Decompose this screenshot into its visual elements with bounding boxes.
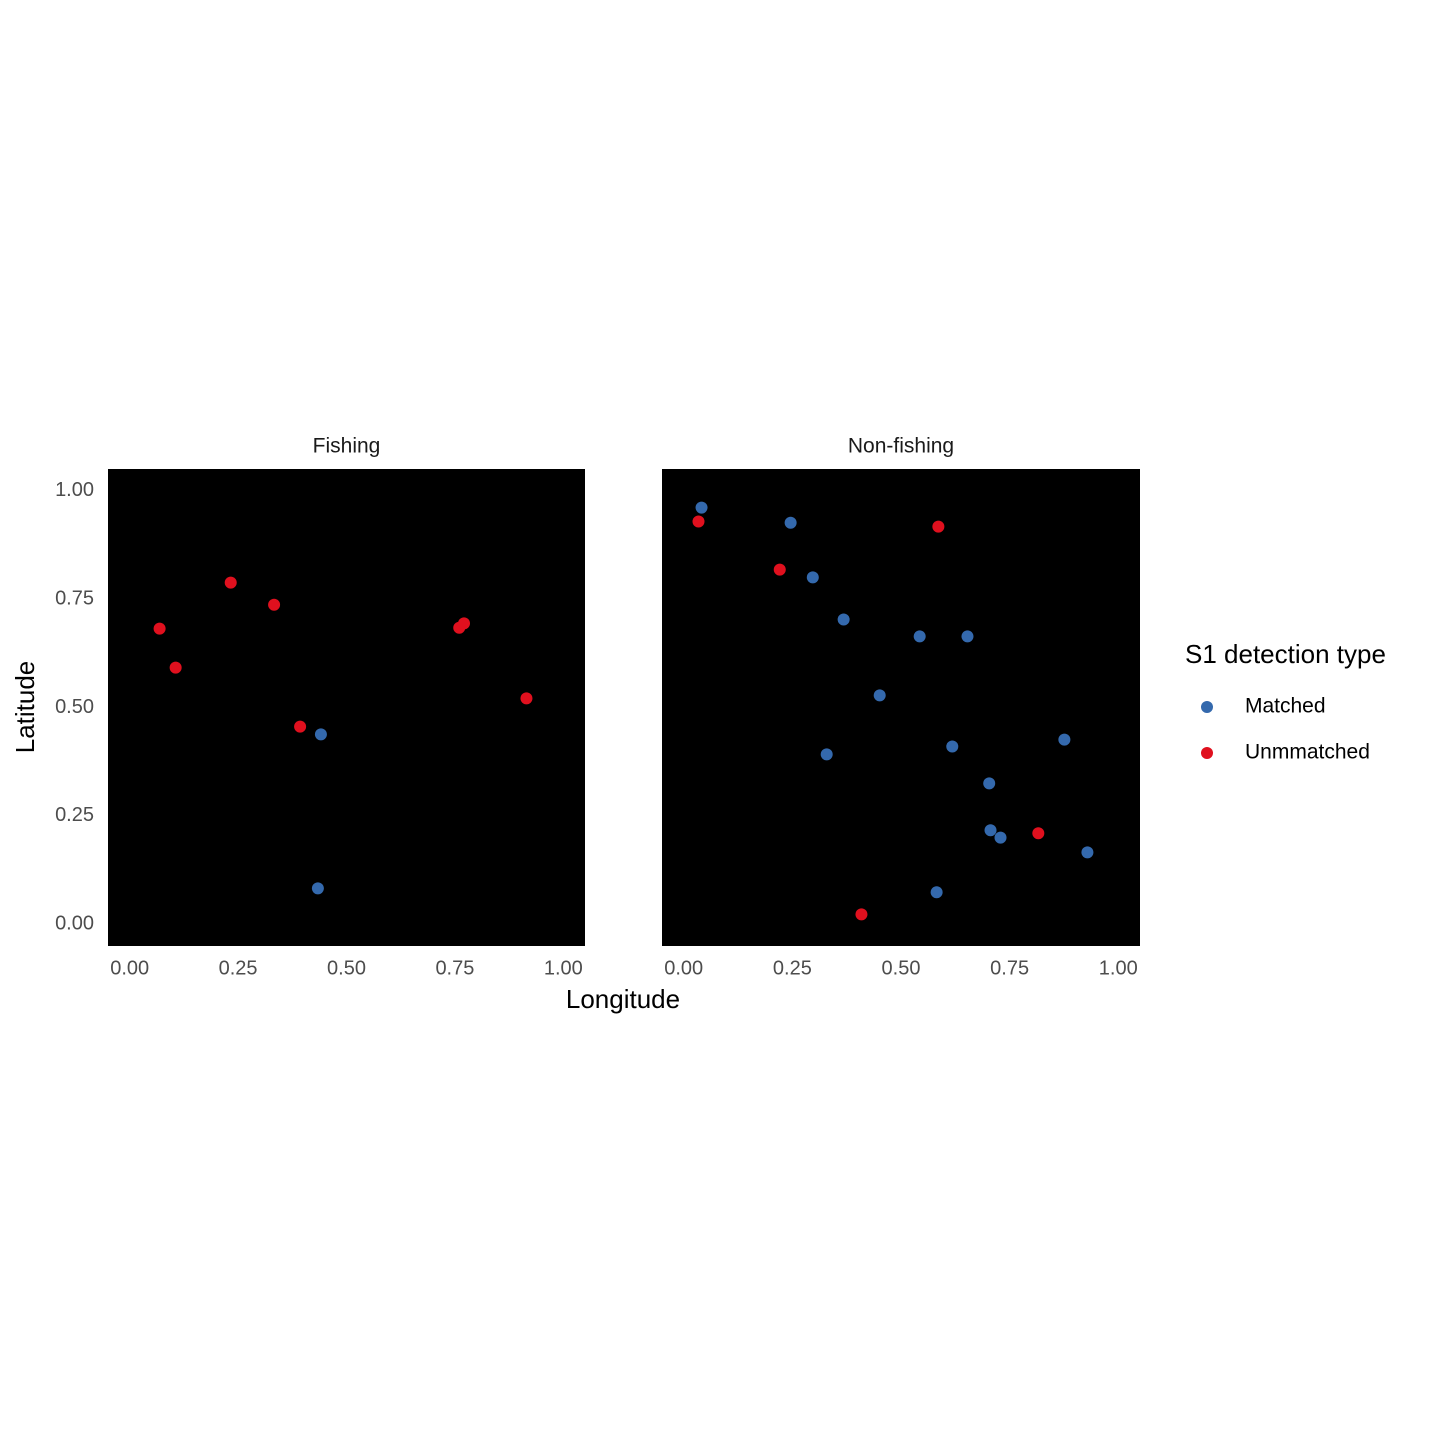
x-tick-label: 0.00: [664, 957, 703, 979]
x-tick-label: 0.25: [773, 957, 812, 979]
point: [855, 908, 868, 921]
panel-background: [108, 469, 585, 946]
point: [984, 824, 997, 837]
legend-marker: [1201, 701, 1213, 713]
point: [224, 576, 237, 589]
point: [837, 613, 850, 626]
point: [930, 886, 943, 899]
point: [1032, 827, 1045, 840]
point: [913, 630, 926, 643]
x-tick-label: 1.00: [1099, 957, 1138, 979]
point: [806, 571, 819, 584]
x-tick-label: 0.25: [219, 957, 258, 979]
point: [458, 617, 471, 630]
point: [983, 777, 996, 790]
point: [692, 515, 705, 528]
point: [932, 520, 945, 533]
point: [169, 661, 182, 674]
point: [268, 598, 281, 611]
facet-title: Non-fishing: [848, 435, 954, 458]
point: [784, 516, 797, 529]
point: [153, 622, 166, 635]
y-tick-label: 0.25: [55, 804, 94, 826]
legend-label: Matched: [1245, 695, 1326, 718]
y-tick-label: 0.00: [55, 913, 94, 935]
x-tick-label: 1.00: [544, 957, 583, 979]
x-tick-label: 0.75: [435, 957, 474, 979]
point: [1058, 733, 1071, 746]
y-tick-label: 0.50: [55, 696, 94, 718]
x-tick-label: 0.50: [882, 957, 921, 979]
facet-title: Fishing: [313, 435, 381, 458]
x-axis-title: Longitude: [566, 984, 680, 1014]
x-tick-label: 0.50: [327, 957, 366, 979]
point: [946, 740, 959, 753]
legend-label: Unmmatched: [1245, 741, 1370, 764]
point: [873, 689, 886, 702]
x-tick-label: 0.00: [110, 957, 149, 979]
y-tick-label: 0.75: [55, 587, 94, 609]
x-tick-label: 0.75: [990, 957, 1029, 979]
point: [820, 748, 833, 761]
point: [695, 501, 708, 514]
y-axis-title: Latitude: [10, 661, 40, 754]
y-tick-label: 1.00: [55, 479, 94, 501]
panel-background: [662, 469, 1140, 946]
point: [311, 882, 324, 895]
legend-title: S1 detection type: [1185, 639, 1386, 669]
legend-marker: [1201, 747, 1213, 759]
point: [994, 831, 1007, 844]
point: [314, 728, 327, 741]
point: [773, 563, 786, 576]
point: [520, 692, 533, 705]
point: [294, 720, 307, 733]
point: [961, 630, 974, 643]
point: [1081, 846, 1094, 859]
